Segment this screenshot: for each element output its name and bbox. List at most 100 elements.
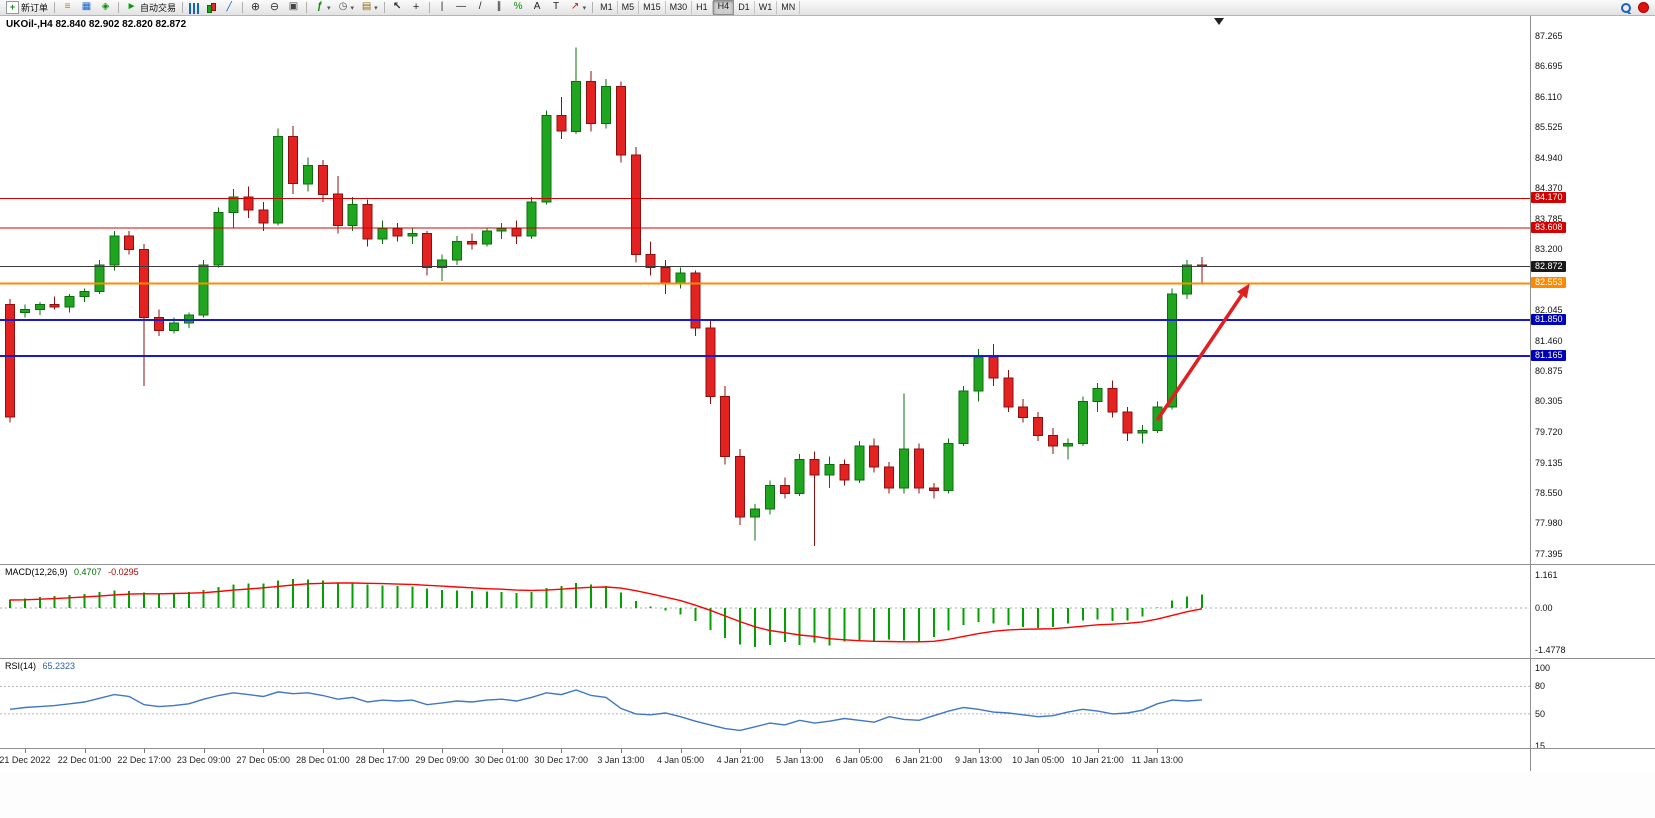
price-axis-tick: 77.980 bbox=[1535, 518, 1563, 529]
toolbar: + 新订单 ≡ ▦ ◈ ► 自动交易 ╱ ⊕ ⊖ ▣ ƒ ▾ ◷ ▾ ▤ ▾ ↖ + | — / ∥% A T ↗ ▾ M1 M5 M15… bbox=[0, 0, 1655, 16]
new-order-icon: + bbox=[6, 1, 19, 14]
label-button[interactable]: T bbox=[547, 0, 566, 16]
macd-panel[interactable]: MACD(12,26,9) 0.4707 -0.0295 1.161 0.00 -1… bbox=[0, 565, 1655, 658]
time-axis-tick bbox=[382, 749, 384, 753]
time-axis[interactable]: 21 Dec 2022 22 Dec 01:00 22 Dec 17:00 23 De… bbox=[0, 749, 1655, 771]
tile-windows-button[interactable]: ▣ bbox=[284, 0, 303, 16]
macd-chart-canvas[interactable] bbox=[0, 565, 1530, 658]
text-icon: A bbox=[533, 1, 541, 12]
time-axis-tick bbox=[263, 749, 265, 753]
price-tag: 82.553 bbox=[1531, 277, 1566, 289]
hline-icon: — bbox=[456, 1, 467, 12]
tf-mn-button[interactable]: MN bbox=[777, 1, 801, 14]
tf-d1-button[interactable]: D1 bbox=[734, 1, 755, 14]
fibonacci-button[interactable]: % bbox=[509, 0, 528, 16]
price-axis-tick: 84.940 bbox=[1535, 153, 1563, 164]
tf-m30-button[interactable]: M30 bbox=[666, 1, 693, 14]
price-axis-tick: 86.110 bbox=[1535, 91, 1562, 102]
price-axis-tick: 86.695 bbox=[1535, 60, 1563, 71]
chevron-down-icon: ▾ bbox=[350, 4, 355, 12]
templates-button[interactable]: ▤ ▾ bbox=[357, 0, 381, 16]
zoom-out-button[interactable]: ⊖ bbox=[265, 0, 284, 16]
search-icon bbox=[1620, 2, 1632, 14]
search-button[interactable] bbox=[1617, 0, 1635, 16]
indicators-button[interactable]: ƒ ▾ bbox=[310, 0, 334, 16]
periods-button[interactable]: ◷ ▾ bbox=[334, 0, 358, 16]
toolbar-separator bbox=[54, 2, 56, 13]
tf-m15-button[interactable]: M15 bbox=[639, 1, 666, 14]
price-axis-tick: 83.785 bbox=[1535, 213, 1563, 224]
line-chart-button[interactable]: ╱ bbox=[220, 0, 239, 16]
autotrade-button-label: 自动交易 bbox=[140, 3, 177, 13]
indicators-icon: ƒ bbox=[316, 1, 323, 12]
price-axis-tick: 84.370 bbox=[1535, 182, 1563, 193]
toolbar-separator bbox=[182, 2, 184, 13]
time-axis-tick bbox=[1097, 749, 1099, 753]
play-icon: ► bbox=[126, 1, 137, 12]
channel-icon: ∥ bbox=[496, 1, 502, 12]
chevron-down-icon: ▾ bbox=[374, 4, 378, 12]
tf-h4-button[interactable]: H4 bbox=[712, 0, 735, 15]
tf-m5-button-label: M5 bbox=[621, 2, 635, 12]
notification-button[interactable] bbox=[1635, 0, 1652, 16]
price-axis[interactable]: 87.265 86.695 86.110 85.525 84.940 84.370 83.7… bbox=[1531, 16, 1655, 564]
rsi-axis[interactable]: 100 80 50 15 bbox=[1531, 659, 1655, 752]
chevron-down-icon: ▾ bbox=[327, 4, 331, 12]
zoom-out-icon: ⊖ bbox=[269, 1, 280, 13]
price-axis-tick: 82.045 bbox=[1535, 304, 1563, 315]
time-axis-tick bbox=[24, 749, 26, 753]
market-watch-button[interactable]: ≡ bbox=[58, 0, 77, 16]
autotrade-button[interactable]: ► 自动交易 bbox=[122, 0, 179, 16]
panel-separator[interactable] bbox=[0, 658, 1655, 659]
candlestick-icon bbox=[206, 2, 217, 14]
bar-chart-button[interactable] bbox=[186, 0, 203, 16]
price-axis-tick: 81.460 bbox=[1535, 335, 1563, 346]
arrows-icon: ↗ bbox=[570, 1, 580, 12]
channel-button[interactable]: ∥ bbox=[490, 0, 509, 16]
new-order-button-label: 新订单 bbox=[21, 3, 49, 13]
price-tag: 81.850 bbox=[1531, 314, 1566, 326]
time-axis-tick bbox=[740, 749, 742, 753]
trendline-button[interactable]: / bbox=[471, 0, 490, 16]
zoom-in-button[interactable]: ⊕ bbox=[246, 0, 265, 16]
cursor-button[interactable]: ↖ bbox=[388, 0, 407, 16]
tf-h1-button[interactable]: H1 bbox=[692, 1, 713, 14]
candlestick-chart-canvas[interactable] bbox=[0, 16, 1530, 564]
tf-h1-button-label: H1 bbox=[696, 2, 708, 12]
price-axis-tick: 79.135 bbox=[1535, 457, 1563, 468]
macd-label: MACD(12,26,9) 0.4707 -0.0295 bbox=[5, 567, 139, 577]
macd-main-value: 0.4707 bbox=[74, 567, 102, 577]
navigator-button[interactable]: ◈ bbox=[96, 0, 115, 16]
crosshair-button[interactable]: + bbox=[407, 0, 426, 16]
price-axis-tick: 83.200 bbox=[1535, 244, 1563, 255]
text-button[interactable]: A bbox=[528, 0, 547, 16]
arrows-button[interactable]: ↗ ▾ bbox=[566, 0, 590, 16]
new-order-button[interactable]: + 新订单 bbox=[3, 0, 51, 16]
rsi-panel[interactable]: RSI(14) 65.2323 100 80 50 15 bbox=[0, 659, 1655, 752]
fibonacci-icon: % bbox=[513, 1, 523, 12]
candlestick-button[interactable] bbox=[203, 0, 220, 16]
horizontal-line-button[interactable]: — bbox=[452, 0, 471, 16]
macd-axis[interactable]: 1.161 0.00 -1.4778 bbox=[1531, 565, 1655, 658]
panel-separator[interactable] bbox=[0, 748, 1655, 749]
chart-symbol-label: UKOil-,H4 82.840 82.902 82.820 82.872 bbox=[6, 19, 187, 30]
vertical-line-button[interactable]: | bbox=[433, 0, 452, 16]
tf-m5-button[interactable]: M5 bbox=[618, 1, 640, 14]
zoom-in-icon: ⊕ bbox=[250, 1, 261, 13]
time-axis-tick bbox=[144, 749, 146, 753]
time-axis-label: 6 Jan 05:00 bbox=[835, 755, 883, 765]
price-tag: 84.170 bbox=[1531, 192, 1566, 204]
tf-w1-button[interactable]: W1 bbox=[755, 1, 778, 14]
toolbar-separator bbox=[428, 2, 430, 13]
panel-separator[interactable] bbox=[0, 564, 1655, 565]
red-dot-icon bbox=[1638, 2, 1649, 13]
price-chart-panel[interactable]: UKOil-,H4 82.840 82.902 82.820 82.872 87… bbox=[0, 16, 1655, 564]
tf-m1-button[interactable]: M1 bbox=[596, 1, 618, 14]
toolbar-separator bbox=[592, 2, 594, 13]
rsi-chart-canvas[interactable] bbox=[0, 659, 1530, 748]
navigator-icon: ◈ bbox=[101, 1, 110, 12]
time-axis-tick bbox=[203, 749, 205, 753]
macd-axis-tick: 0.00 bbox=[1535, 603, 1553, 613]
data-window-button[interactable]: ▦ bbox=[77, 0, 96, 16]
rsi-axis-tick: 15 bbox=[1535, 741, 1546, 752]
